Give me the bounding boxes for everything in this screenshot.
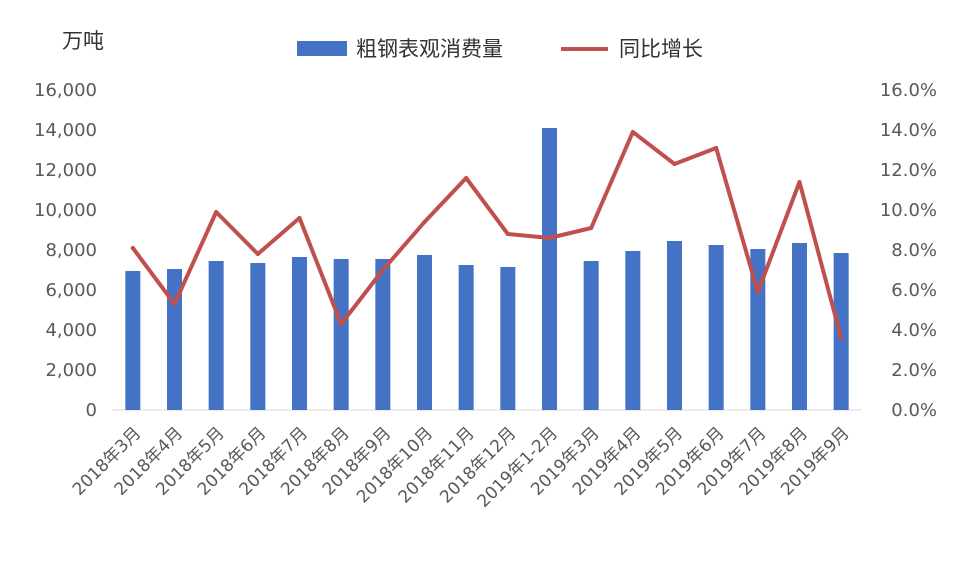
line-point [505,232,510,236]
y-right-tick-label: 0.0% [891,400,937,421]
line-point [672,162,677,166]
y-left-tick-label: 6,000 [45,280,97,301]
line-point [630,130,635,134]
bar [292,257,307,410]
bar [792,243,807,410]
bar [542,128,557,410]
line-point [339,322,344,326]
legend: 粗钢表观消费量 同比增长 [297,37,703,61]
y-left-tick-label: 14,000 [34,120,97,141]
bar [250,263,266,410]
line-point [464,176,469,180]
y-right-tick-label: 12.0% [880,160,937,181]
line-point [755,290,760,294]
bar [583,261,599,410]
line-point [380,268,385,272]
bar [375,259,391,410]
line-point [130,246,135,250]
y-right-tick-label: 8.0% [891,240,937,261]
y-left-tick-label: 2,000 [45,360,97,381]
line-point [172,302,177,306]
bar [208,261,224,410]
bar [125,271,141,410]
bar [625,251,641,410]
x-axis: 2018年3月2018年4月2018年5月2018年6月2018年7月2018年… [69,423,854,511]
bar [333,259,349,410]
y-left-tick-label: 8,000 [45,240,97,261]
bar [500,267,516,410]
y-left-tick-label: 12,000 [34,160,97,181]
legend-line-label: 同比增长 [619,37,703,61]
bar [458,265,474,410]
y-axis-left: 0 2,000 4,000 6,000 8,000 10,000 12,000 14,000 1… [34,80,97,421]
line-point [797,180,802,184]
bar-series [125,128,849,410]
y-left-tick-label: 10,000 [34,200,97,221]
y-right-tick-label: 14.0% [880,120,937,141]
line-point [547,236,552,240]
y-unit-label: 万吨 [62,29,104,53]
bar [167,269,182,410]
y-axis-right: 0.0% 2.0% 4.0% 6.0% 8.0% 10.0% 12.0% 14.0% 16.0% [880,80,937,421]
bar [750,249,766,410]
legend-bar-swatch [297,41,347,56]
y-right-tick-label: 6.0% [891,280,937,301]
line-point [214,210,219,214]
line-series [130,130,844,340]
y-right-tick-label: 16.0% [880,80,937,101]
line-point [422,220,427,224]
line-point [714,146,719,150]
bar [708,245,724,410]
bar [417,255,432,410]
line-point [297,216,302,220]
y-right-tick-label: 4.0% [891,320,937,341]
y-left-tick-label: 16,000 [34,80,97,101]
line-point [589,226,594,230]
line-point [839,336,844,340]
y-left-tick-label: 0 [86,400,97,421]
legend-bar-label: 粗钢表观消费量 [356,37,503,61]
bar [667,241,682,410]
line-point [255,252,260,256]
y-right-tick-label: 2.0% [891,360,937,381]
y-right-tick-label: 10.0% [880,200,937,221]
growth-line [130,130,844,340]
y-left-tick-label: 4,000 [45,320,97,341]
